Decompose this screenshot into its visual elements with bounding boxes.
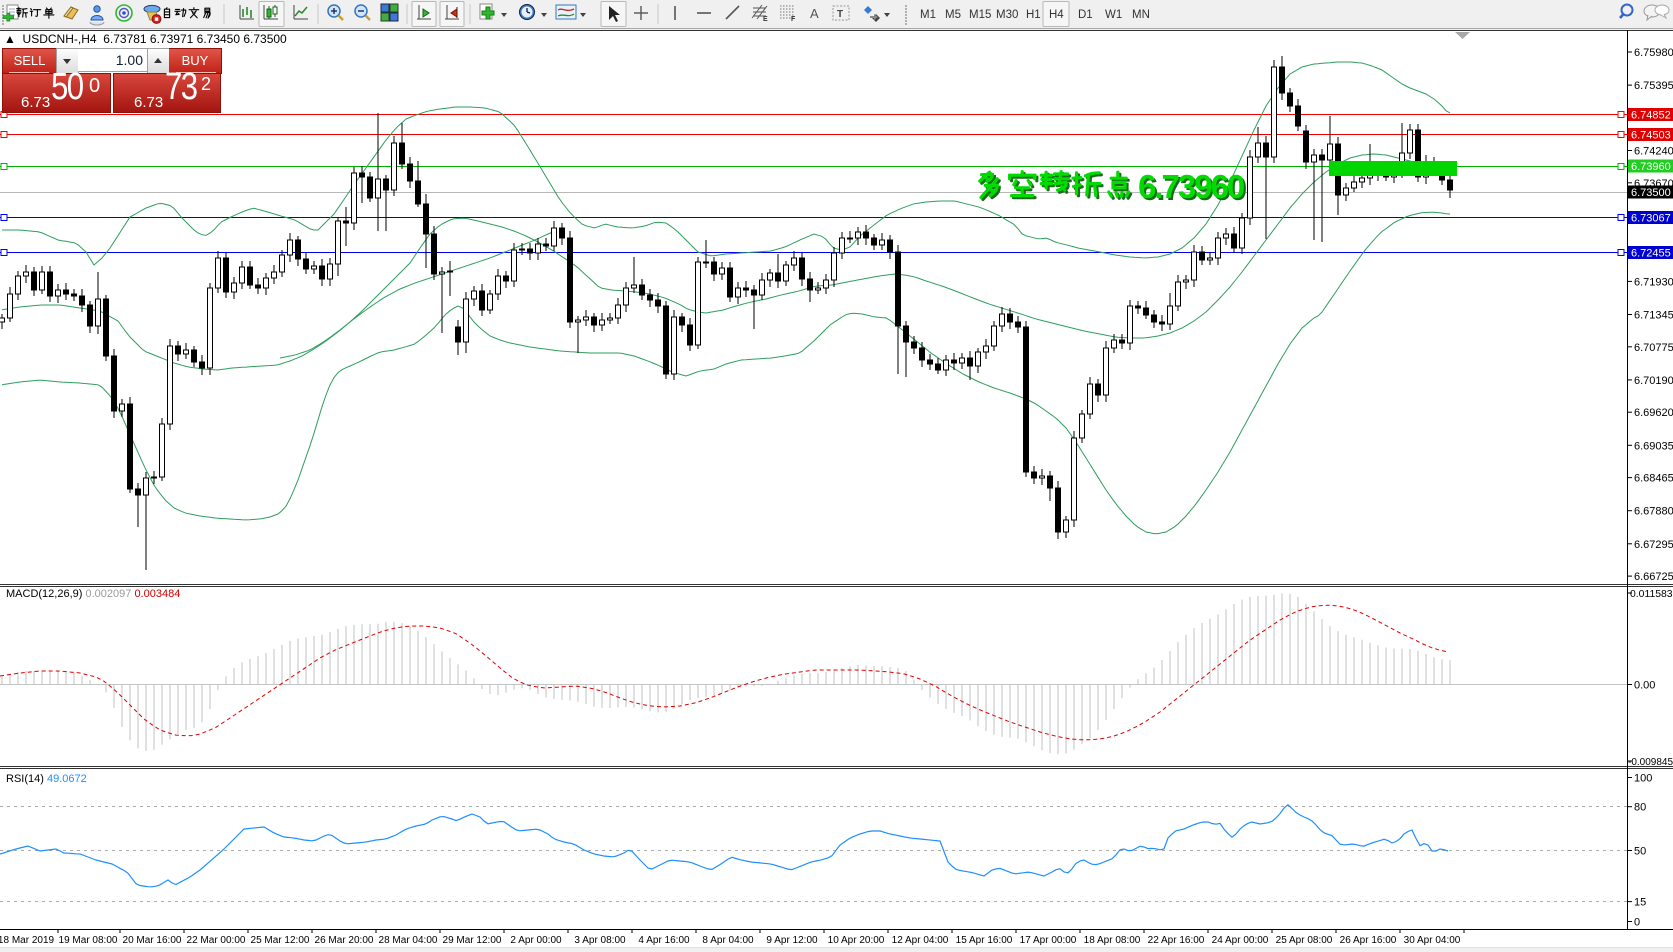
svg-text:12 Apr 04:00: 12 Apr 04:00 bbox=[892, 935, 949, 946]
svg-text:29 Mar 12:00: 29 Mar 12:00 bbox=[443, 935, 502, 946]
svg-text:A: A bbox=[810, 6, 819, 21]
svg-text:6.67295: 6.67295 bbox=[1634, 539, 1673, 551]
svg-text:6.73960: 6.73960 bbox=[1138, 168, 1244, 205]
svg-text:M30: M30 bbox=[996, 9, 1018, 21]
svg-text:6.71930: 6.71930 bbox=[1634, 276, 1673, 288]
svg-text:6.73960: 6.73960 bbox=[1140, 170, 1246, 207]
svg-text:6.72455: 6.72455 bbox=[1631, 248, 1671, 260]
svg-text:19 Mar 08:00: 19 Mar 08:00 bbox=[59, 935, 118, 946]
svg-text:MACD(12,26,9) 0.002097 0.00348: MACD(12,26,9) 0.002097 0.003484 bbox=[6, 588, 180, 600]
svg-text:MN: MN bbox=[1132, 9, 1150, 21]
svg-text:W1: W1 bbox=[1105, 9, 1122, 21]
svg-text:M1: M1 bbox=[920, 9, 936, 21]
svg-text:6.71345: 6.71345 bbox=[1634, 310, 1673, 322]
svg-text:24 Apr 00:00: 24 Apr 00:00 bbox=[1212, 935, 1269, 946]
svg-text:17 Apr 00:00: 17 Apr 00:00 bbox=[1020, 935, 1077, 946]
svg-text:6.70775: 6.70775 bbox=[1634, 342, 1673, 354]
svg-text:RSI(14) 49.0672: RSI(14) 49.0672 bbox=[6, 773, 87, 785]
svg-text:15: 15 bbox=[1634, 897, 1646, 909]
svg-text:15 Apr 16:00: 15 Apr 16:00 bbox=[956, 935, 1013, 946]
svg-text:22 Apr 16:00: 22 Apr 16:00 bbox=[1148, 935, 1205, 946]
svg-text:18 Apr 08:00: 18 Apr 08:00 bbox=[1084, 935, 1141, 946]
svg-text:25 Apr 08:00: 25 Apr 08:00 bbox=[1276, 935, 1333, 946]
svg-text:6.75980: 6.75980 bbox=[1634, 47, 1673, 59]
svg-text:28 Mar 04:00: 28 Mar 04:00 bbox=[379, 935, 438, 946]
svg-text:F: F bbox=[791, 16, 796, 23]
svg-text:0.00: 0.00 bbox=[1634, 680, 1655, 692]
svg-text:M5: M5 bbox=[945, 9, 961, 21]
svg-text:6.74503: 6.74503 bbox=[1631, 130, 1671, 142]
svg-text:6.66725: 6.66725 bbox=[1634, 571, 1673, 583]
svg-text:6.74852: 6.74852 bbox=[1631, 110, 1671, 122]
svg-text:6.69620: 6.69620 bbox=[1634, 407, 1673, 419]
svg-text:2 Apr 00:00: 2 Apr 00:00 bbox=[510, 935, 562, 946]
svg-text:9 Apr 12:00: 9 Apr 12:00 bbox=[766, 935, 818, 946]
svg-text:H4: H4 bbox=[1049, 9, 1064, 21]
svg-text:80: 80 bbox=[1634, 802, 1646, 814]
svg-text:6.70190: 6.70190 bbox=[1634, 375, 1673, 387]
svg-text:6.73500: 6.73500 bbox=[1631, 187, 1671, 199]
svg-text:3 Apr 08:00: 3 Apr 08:00 bbox=[574, 935, 626, 946]
svg-text:-0.009845: -0.009845 bbox=[1628, 757, 1673, 768]
svg-text:6.69035: 6.69035 bbox=[1634, 440, 1673, 452]
svg-text:4 Apr 16:00: 4 Apr 16:00 bbox=[638, 935, 690, 946]
svg-text:26 Mar 20:00: 26 Mar 20:00 bbox=[315, 935, 374, 946]
svg-text:100: 100 bbox=[1634, 773, 1652, 785]
svg-text:30 Apr 04:00: 30 Apr 04:00 bbox=[1404, 935, 1461, 946]
svg-text:18 Mar 2019: 18 Mar 2019 bbox=[0, 935, 55, 946]
svg-text:6.68465: 6.68465 bbox=[1634, 473, 1673, 485]
svg-text:6.75395: 6.75395 bbox=[1634, 80, 1673, 92]
svg-text:10 Apr 20:00: 10 Apr 20:00 bbox=[828, 935, 885, 946]
svg-text:6.73960: 6.73960 bbox=[1631, 161, 1671, 173]
svg-text:8 Apr 04:00: 8 Apr 04:00 bbox=[702, 935, 754, 946]
svg-text:E: E bbox=[763, 16, 768, 23]
svg-text:50: 50 bbox=[1634, 846, 1646, 858]
svg-text:D1: D1 bbox=[1078, 9, 1093, 21]
svg-text:6.73067: 6.73067 bbox=[1631, 213, 1671, 225]
svg-text:20 Mar 16:00: 20 Mar 16:00 bbox=[123, 935, 182, 946]
svg-text:22 Mar 00:00: 22 Mar 00:00 bbox=[187, 935, 246, 946]
svg-text:T: T bbox=[837, 9, 843, 20]
svg-text:26 Apr 16:00: 26 Apr 16:00 bbox=[1340, 935, 1397, 946]
svg-text:25 Mar 12:00: 25 Mar 12:00 bbox=[251, 935, 310, 946]
svg-text:M15: M15 bbox=[969, 9, 991, 21]
svg-text:0.011583: 0.011583 bbox=[1630, 589, 1673, 600]
svg-text:6.67880: 6.67880 bbox=[1634, 506, 1673, 518]
svg-text:6.74240: 6.74240 bbox=[1634, 146, 1673, 158]
svg-text:0: 0 bbox=[1634, 917, 1640, 929]
svg-text:H1: H1 bbox=[1026, 9, 1041, 21]
